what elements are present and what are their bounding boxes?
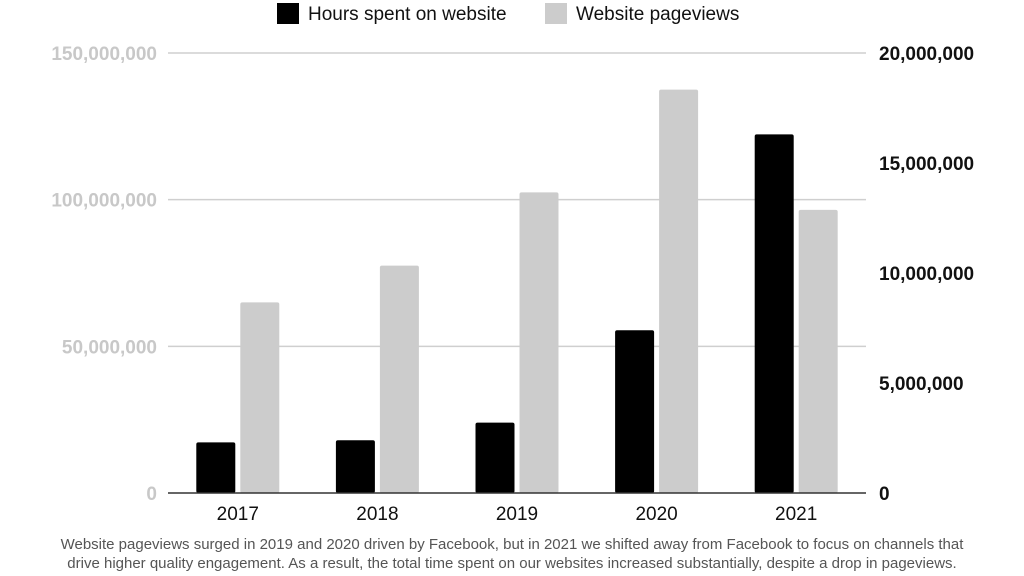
right-tick-label: 15,000,000 — [879, 154, 974, 175]
bar-hours-2020 — [615, 330, 655, 493]
left-tick-label: 100,000,000 — [51, 191, 157, 212]
bar-pageviews-2021 — [798, 209, 838, 493]
caption: Website pageviews surged in 2019 and 202… — [0, 535, 1024, 573]
bar-hours-2017 — [196, 442, 236, 493]
gridlines — [168, 52, 866, 348]
right-tick-label: 10,000,000 — [879, 264, 974, 285]
x-tick-label: 2020 — [635, 504, 677, 525]
bar-hours-2018 — [335, 440, 375, 493]
right-tick-label: 20,000,000 — [879, 44, 974, 65]
x-tick-label: 2019 — [496, 504, 538, 525]
left-tick-label: 0 — [146, 484, 157, 505]
left-tick-label: 50,000,000 — [62, 337, 157, 358]
bar-pageviews-2018 — [379, 265, 419, 493]
x-tick-label: 2018 — [356, 504, 398, 525]
x-tick-label: 2021 — [775, 504, 817, 525]
right-tick-label: 5,000,000 — [879, 374, 964, 395]
bar-hours-2021 — [754, 134, 794, 493]
legend-label: Website pageviews — [576, 4, 739, 25]
caption-line-2: drive higher quality engagement. As a re… — [67, 555, 957, 572]
bars — [196, 89, 838, 494]
x-tick-label: 2017 — [217, 504, 259, 525]
legend-swatch — [545, 3, 567, 24]
x-axis: 2017 2018 2019 2020 2021 — [168, 492, 866, 525]
left-axis: 0 50,000,000 100,000,000 150,000,000 — [51, 44, 157, 505]
legend-label: Hours spent on website — [308, 4, 507, 25]
caption-line-1: Website pageviews surged in 2019 and 202… — [60, 536, 964, 553]
bar-pageviews-2020 — [659, 89, 699, 494]
legend: Hours spent on website Website pageviews — [277, 3, 739, 25]
left-tick-label: 150,000,000 — [51, 44, 157, 65]
right-axis: 0 5,000,000 10,000,000 15,000,000 20,000,000 — [879, 44, 974, 505]
bar-pageviews-2017 — [240, 302, 280, 493]
right-tick-label: 0 — [879, 484, 890, 505]
legend-swatch — [277, 3, 299, 24]
bar-hours-2019 — [475, 422, 515, 493]
bar-pageviews-2019 — [519, 192, 559, 494]
